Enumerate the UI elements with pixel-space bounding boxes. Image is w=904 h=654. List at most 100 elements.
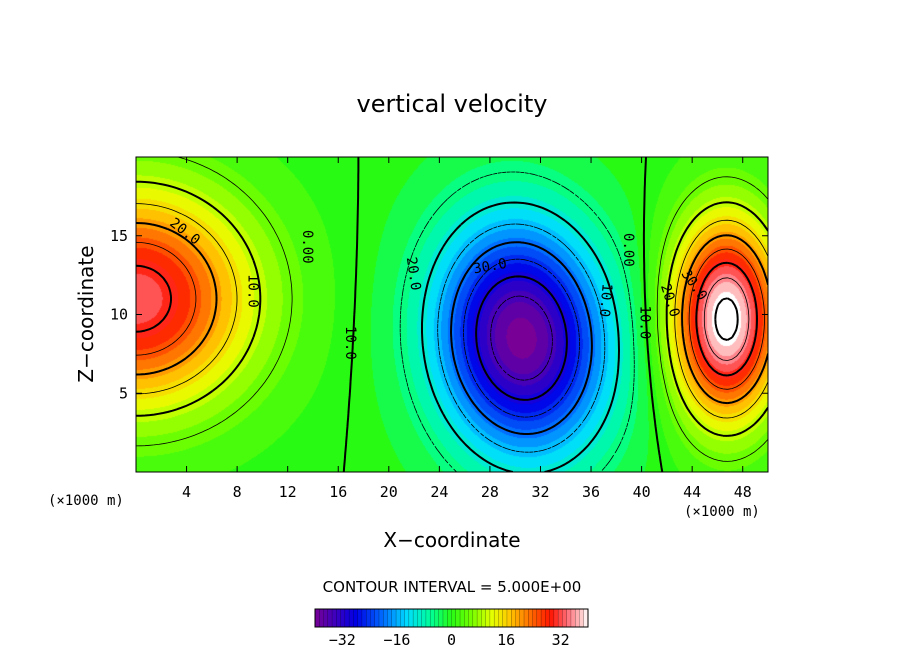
contour-pos-20 (136, 222, 768, 405)
colorbar-cell (391, 608, 397, 628)
colorbar-cell (502, 608, 508, 628)
x-tick-label: 36 (582, 483, 600, 501)
colorbar-cell (438, 608, 444, 628)
contour-label-7: 0.00 (620, 233, 636, 267)
contour-pos-25 (136, 241, 765, 390)
y-axis-ticks: 5 10 15 (110, 227, 768, 402)
colorbar-cell (387, 608, 393, 628)
colorbar-cell (344, 608, 350, 628)
colorbar-cell (566, 608, 572, 628)
colorbar-cell (340, 608, 346, 628)
colorbar-cell (383, 608, 389, 628)
contour-interval-text: CONTOUR INTERVAL = 5.000E+00 (323, 578, 582, 596)
x-tick-label: 28 (481, 483, 499, 501)
x-unit-right: (×1000 m) (684, 504, 760, 520)
svg-text:10.0: 10.0 (342, 326, 358, 360)
contour-pos-0 (342, 157, 664, 472)
x-tick-label: 44 (683, 483, 701, 501)
colorbar-cell (540, 608, 546, 628)
x-tick-label: 24 (430, 483, 448, 501)
colorbar-cell (570, 608, 576, 628)
colorbar-cell (353, 608, 359, 628)
y-tick-label: 10 (110, 306, 128, 324)
colorbar-cell (489, 608, 495, 628)
colorbar-cell (425, 608, 431, 628)
colorbar-cell (549, 608, 555, 628)
colorbar-cell (323, 608, 329, 628)
colorbar-cell (523, 608, 529, 628)
contour-label-8: 10.0 (636, 306, 652, 340)
contour-label-4: 20.0 (403, 256, 424, 292)
colorbar-cell (579, 608, 585, 628)
contour-pos-5 (136, 157, 768, 462)
colorbar-cell (361, 608, 367, 628)
colorbar-cell (374, 608, 380, 628)
colorbar-cell (417, 608, 423, 628)
colorbar-cell (476, 608, 482, 628)
contour-neg-20 (450, 241, 593, 435)
x-tick-label: 48 (734, 483, 752, 501)
contour-neg-10 (421, 201, 620, 472)
contour-pos-10 (136, 180, 768, 437)
contour-label-6: 10.0 (596, 283, 615, 318)
colorbar-cell (336, 608, 342, 628)
colorbar-cell (545, 608, 551, 628)
colorbar-cell (408, 608, 414, 628)
x-tick-label: 4 (182, 483, 191, 501)
colorbar-cell (464, 608, 470, 628)
colorbar-cell (357, 608, 363, 628)
colorbar-cell (493, 608, 499, 628)
colorbar-cell (455, 608, 461, 628)
colorbar-cell (348, 608, 354, 628)
colorbar-cell (553, 608, 559, 628)
colorbar-cell (421, 608, 427, 628)
colorbar-cell (447, 608, 453, 628)
colorbar-cell (434, 608, 440, 628)
colorbar-cell (412, 608, 418, 628)
colorbar-cell (515, 608, 521, 628)
colorbar-cell (451, 608, 457, 628)
x-tick-label: 32 (531, 483, 549, 501)
colorbar-cell (472, 608, 478, 628)
colorbar-cell (481, 608, 487, 628)
contour-pos-30 (136, 261, 758, 377)
contour-neg-5 (399, 171, 635, 472)
colorbar-tick-label: 16 (497, 631, 515, 649)
x-tick-label: 8 (233, 483, 242, 501)
colorbar-cell (429, 608, 435, 628)
contour-pos-40 (714, 297, 739, 341)
contour-label-2: 0.00 (299, 230, 315, 264)
colorbar-cell (528, 608, 534, 628)
contour-pos-35 (703, 277, 750, 361)
colorbar-cell (314, 608, 320, 628)
colorbar-cell (378, 608, 384, 628)
colorbar-tick-label: 0 (447, 631, 456, 649)
colorbar-cell (404, 608, 410, 628)
x-axis-label: X−coordinate (383, 528, 520, 552)
colorbar-cell (498, 608, 504, 628)
contour-pos-15 (136, 203, 768, 419)
colorbar-cell (400, 608, 406, 628)
contour-neg-35 (490, 295, 553, 381)
x-tick-label: 12 (279, 483, 297, 501)
y-tick-label: 15 (110, 227, 128, 245)
contour-neg-30 (475, 275, 568, 401)
svg-text:0.00: 0.00 (299, 230, 315, 264)
contour-label-1: 10.0 (245, 274, 261, 308)
svg-text:30.0: 30.0 (472, 256, 508, 278)
svg-text:10.0: 10.0 (596, 283, 615, 318)
colorbar-tick-label: 32 (552, 631, 570, 649)
x-tick-label: 40 (633, 483, 651, 501)
colorbar-cell (532, 608, 538, 628)
contour-lines (136, 157, 768, 472)
x-axis-ticks: 4 8 12 16 20 24 28 32 36 40 44 48 (182, 157, 752, 501)
x-tick-label: 16 (329, 483, 347, 501)
svg-text:10.0: 10.0 (245, 274, 261, 308)
colorbar-cell (370, 608, 376, 628)
colorbar-cell (562, 608, 568, 628)
colorbar: −32 −16 0 16 32 (314, 608, 589, 649)
colorbar-cell (442, 608, 448, 628)
colorbar-cell (519, 608, 525, 628)
colorbar-cell (331, 608, 337, 628)
